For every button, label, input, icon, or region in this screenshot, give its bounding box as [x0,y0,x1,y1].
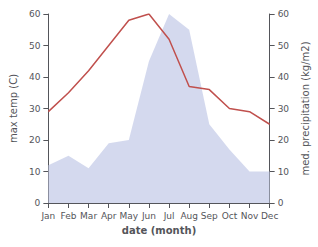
svg-text:Sep: Sep [201,211,218,221]
svg-text:Apr: Apr [101,211,117,221]
svg-text:Jul: Jul [163,211,175,221]
svg-text:Jan: Jan [40,211,55,221]
svg-text:60: 60 [29,9,41,19]
svg-text:60: 60 [278,9,290,19]
svg-text:Aug: Aug [180,211,198,221]
svg-text:30: 30 [278,104,290,114]
svg-text:40: 40 [278,72,290,82]
svg-text:date (month): date (month) [122,225,196,236]
svg-text:20: 20 [278,135,290,145]
svg-text:max temp (C): max temp (C) [8,74,19,143]
svg-text:Jun: Jun [141,211,156,221]
svg-text:Nov: Nov [241,211,259,221]
svg-text:Mar: Mar [80,211,97,221]
svg-text:10: 10 [278,167,290,177]
svg-text:0: 0 [278,198,284,208]
svg-text:40: 40 [29,72,41,82]
svg-text:Dec: Dec [261,211,278,221]
svg-text:10: 10 [29,167,41,177]
svg-text:50: 50 [278,41,290,51]
svg-text:May: May [120,211,139,221]
svg-text:med. precipitation (kg/m2): med. precipitation (kg/m2) [300,41,311,175]
svg-text:30: 30 [29,104,41,114]
svg-text:20: 20 [29,135,41,145]
svg-text:50: 50 [29,41,41,51]
svg-text:0: 0 [35,198,41,208]
svg-text:Oct: Oct [222,211,238,221]
svg-text:Feb: Feb [61,211,77,221]
